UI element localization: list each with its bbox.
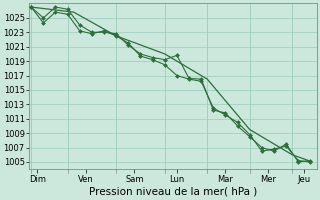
X-axis label: Pression niveau de la mer( hPa ): Pression niveau de la mer( hPa ) bbox=[89, 187, 257, 197]
